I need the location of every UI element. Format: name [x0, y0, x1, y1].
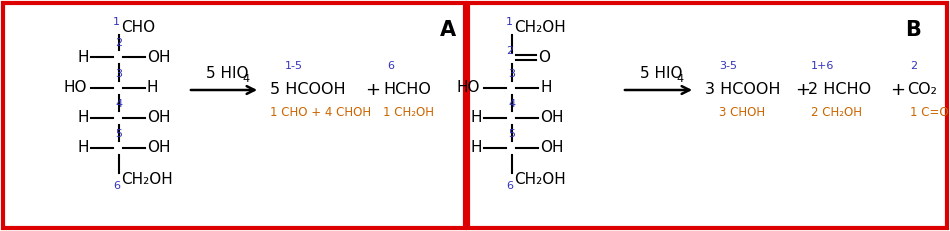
Bar	[468, 3, 947, 228]
Text: 6: 6	[113, 181, 120, 191]
Text: 2: 2	[115, 38, 123, 48]
Text: 4: 4	[115, 99, 123, 109]
Text: 5 HCOOH: 5 HCOOH	[270, 82, 346, 97]
Text: 1: 1	[506, 17, 513, 27]
Text: OH: OH	[147, 140, 170, 155]
Text: H: H	[540, 80, 552, 95]
Text: H: H	[147, 80, 159, 95]
Text: HCHO: HCHO	[383, 82, 431, 97]
Text: B: B	[905, 20, 921, 40]
Text: H: H	[470, 110, 482, 125]
Text: 2: 2	[506, 46, 513, 56]
Text: A: A	[440, 20, 456, 40]
Text: 2 CH₂OH: 2 CH₂OH	[811, 106, 862, 119]
Text: 4: 4	[508, 99, 515, 109]
Text: 5: 5	[508, 129, 515, 139]
Text: CH₂OH: CH₂OH	[514, 21, 566, 36]
Text: H: H	[78, 110, 89, 125]
Text: 3: 3	[115, 69, 122, 79]
Text: +: +	[365, 81, 380, 99]
Text: H: H	[78, 49, 89, 64]
Text: +: +	[890, 81, 905, 99]
Text: CH₂OH: CH₂OH	[514, 173, 566, 188]
Text: 1 CHO + 4 CHOH: 1 CHO + 4 CHOH	[270, 106, 371, 119]
Text: 2: 2	[910, 61, 917, 71]
Text: O: O	[538, 49, 550, 64]
Text: 5: 5	[115, 129, 122, 139]
Text: 1 CH₂OH: 1 CH₂OH	[383, 106, 434, 119]
Text: H: H	[470, 140, 482, 155]
Text: 4: 4	[676, 74, 684, 84]
Text: 4: 4	[242, 74, 249, 84]
Text: HO: HO	[64, 80, 87, 95]
Text: 5 HIO: 5 HIO	[206, 67, 249, 82]
Text: CHO: CHO	[121, 21, 155, 36]
Text: 3: 3	[508, 69, 515, 79]
Text: 1-5: 1-5	[285, 61, 303, 71]
Text: +: +	[795, 81, 810, 99]
Text: OH: OH	[540, 110, 563, 125]
Bar	[3, 3, 465, 228]
Text: 1+6: 1+6	[811, 61, 834, 71]
Text: OH: OH	[540, 140, 563, 155]
Text: 5 HIO: 5 HIO	[640, 67, 683, 82]
Text: 3 CHOH: 3 CHOH	[719, 106, 765, 119]
Text: 6: 6	[387, 61, 394, 71]
Text: 6: 6	[506, 181, 513, 191]
Text: HO: HO	[457, 80, 480, 95]
Text: CO₂: CO₂	[907, 82, 937, 97]
Text: H: H	[78, 140, 89, 155]
Text: 2 HCHO: 2 HCHO	[808, 82, 871, 97]
Text: CH₂OH: CH₂OH	[121, 173, 173, 188]
Text: 1: 1	[113, 17, 120, 27]
Text: 1 C=O: 1 C=O	[910, 106, 949, 119]
Text: OH: OH	[147, 110, 170, 125]
Text: 3-5: 3-5	[719, 61, 737, 71]
Text: OH: OH	[147, 49, 170, 64]
Text: 3 HCOOH: 3 HCOOH	[705, 82, 781, 97]
